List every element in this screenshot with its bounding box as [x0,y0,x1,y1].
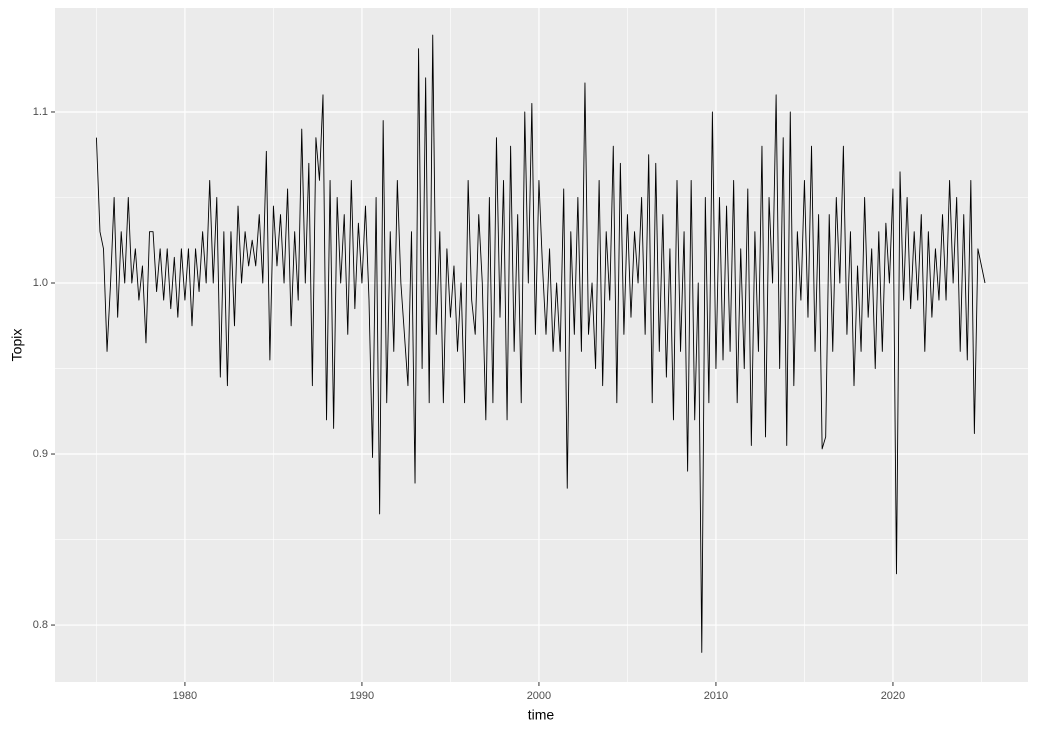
y-tick-label: 1.0 [33,277,48,289]
x-axis-title: time [528,707,555,723]
y-axis-title: Topix [9,329,25,362]
x-tick-label: 1990 [350,690,374,702]
x-tick-label: 2020 [881,690,905,702]
plot-panel [55,8,1028,682]
data-line [95,34,986,653]
y-tick-label: 1.1 [33,106,48,118]
x-tick-label: 2010 [704,690,728,702]
x-tick-label: 1980 [173,690,197,702]
x-tick-label: 2000 [527,690,551,702]
y-tick-label: 0.9 [33,448,48,460]
y-tick-label: 0.8 [33,619,48,631]
